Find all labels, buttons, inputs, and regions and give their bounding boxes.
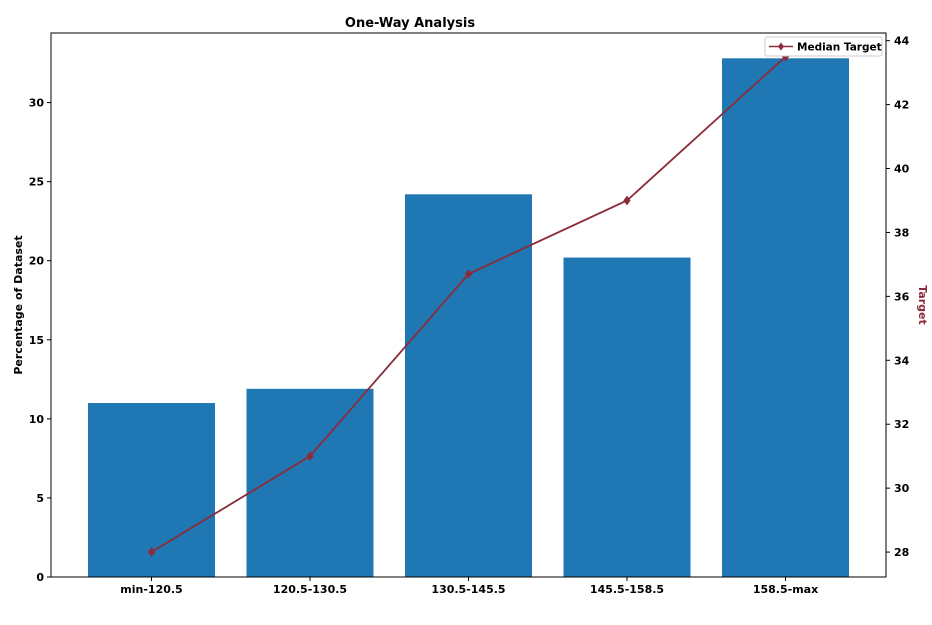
x-tick-label: min-120.5 xyxy=(120,583,182,596)
y2-tick-label: 30 xyxy=(894,482,910,495)
y2-tick-label: 40 xyxy=(894,163,910,176)
left-axis: 0 5 10 15 20 25 30 xyxy=(29,97,51,584)
y-tick-label: 15 xyxy=(29,334,44,347)
median-target-point-1 xyxy=(147,547,156,557)
x-tick-label: 120.5-130.5 xyxy=(273,583,347,596)
x-axis: min-120.5 120.5-130.5 130.5-145.5 145.5-158… xyxy=(120,577,818,596)
y2-tick-label: 32 xyxy=(894,418,909,431)
y-tick-label: 30 xyxy=(29,97,45,110)
legend-label: Median Target xyxy=(797,42,882,54)
bar-130.5-145.5 xyxy=(405,194,532,578)
y-tick-label: 0 xyxy=(36,571,44,584)
y2-tick-label: 42 xyxy=(894,99,909,112)
line-layer xyxy=(147,51,790,557)
right-axis: 28 30 32 34 36 38 40 42 44 xyxy=(886,35,910,559)
median-target-point-2 xyxy=(306,451,314,462)
x-tick-label: 130.5-145.5 xyxy=(431,583,505,596)
y2-tick-label: 36 xyxy=(894,290,910,303)
bar-120.5-130.5 xyxy=(246,388,374,577)
x-tick-label: 145.5-158.5 xyxy=(590,583,664,596)
y-axis-title: Percentage of Dataset xyxy=(12,235,25,374)
y-tick-label: 10 xyxy=(29,413,45,426)
y2-axis-title: Target xyxy=(916,285,929,325)
y-tick-label: 20 xyxy=(29,255,45,268)
legend-diamond-marker xyxy=(778,42,784,51)
y2-tick-label: 44 xyxy=(894,35,910,48)
y2-tick-label: 38 xyxy=(894,226,909,239)
median-target-point-3 xyxy=(464,269,473,279)
bar-158.5-max xyxy=(722,58,849,578)
y2-tick-label: 28 xyxy=(894,546,909,559)
x-tick-label: 158.5-max xyxy=(753,583,818,596)
y-tick-label: 5 xyxy=(36,492,44,505)
y-tick-label: 25 xyxy=(29,176,44,189)
y2-tick-label: 34 xyxy=(894,354,910,367)
bar-145.5-158.5 xyxy=(563,257,691,577)
legend: Median Target xyxy=(764,36,883,57)
chart-title: One-Way Analysis xyxy=(345,16,475,31)
bar-layer xyxy=(88,58,849,578)
legend-box xyxy=(764,36,883,57)
median-target-point-4 xyxy=(623,195,631,206)
